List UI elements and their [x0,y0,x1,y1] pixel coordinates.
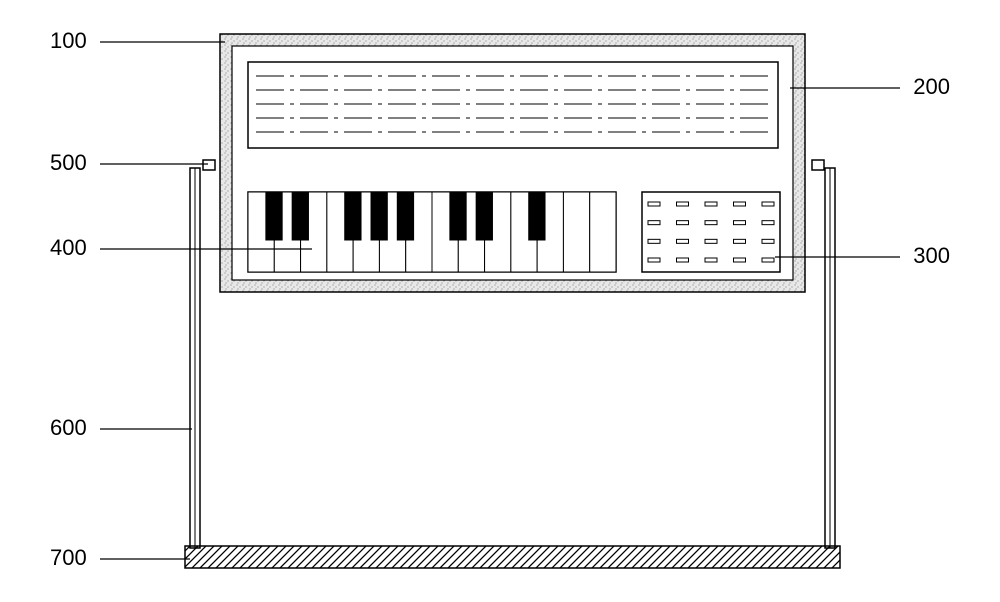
black-key [476,192,492,240]
black-key [266,192,282,240]
panel-button [734,239,746,243]
panel-button [734,221,746,225]
diagram-root: 100 200 300 400 500 600 700 [20,20,980,582]
diagram-svg: 100 200 300 400 500 600 700 [20,20,980,582]
left-hinge [203,160,215,170]
panel-button [762,202,774,206]
black-key [345,192,361,240]
panel-button [762,258,774,262]
panel-button [705,202,717,206]
black-key [529,192,545,240]
panel-button [705,221,717,225]
panel-button [648,258,660,262]
label-200: 200 [913,74,950,99]
panel-button [734,202,746,206]
label-400: 400 [50,235,87,260]
white-key [563,192,589,272]
label-500: 500 [50,150,87,175]
white-key [590,192,616,272]
panel-button [648,221,660,225]
base-plate [185,546,840,568]
panel-button [762,239,774,243]
label-600: 600 [50,415,87,440]
label-700: 700 [50,545,87,570]
panel-button [705,239,717,243]
panel-button [648,202,660,206]
panel-button [762,221,774,225]
keyboard [248,192,616,272]
label-100: 100 [50,28,87,53]
panel-button [734,258,746,262]
panel-button [677,258,689,262]
panel-button [677,239,689,243]
panel-button [677,202,689,206]
label-300: 300 [913,243,950,268]
black-key [371,192,387,240]
panel-button [677,221,689,225]
black-key [397,192,413,240]
panel-button [705,258,717,262]
right-hinge [812,160,824,170]
black-key [292,192,308,240]
panel-button [648,239,660,243]
black-key [450,192,466,240]
